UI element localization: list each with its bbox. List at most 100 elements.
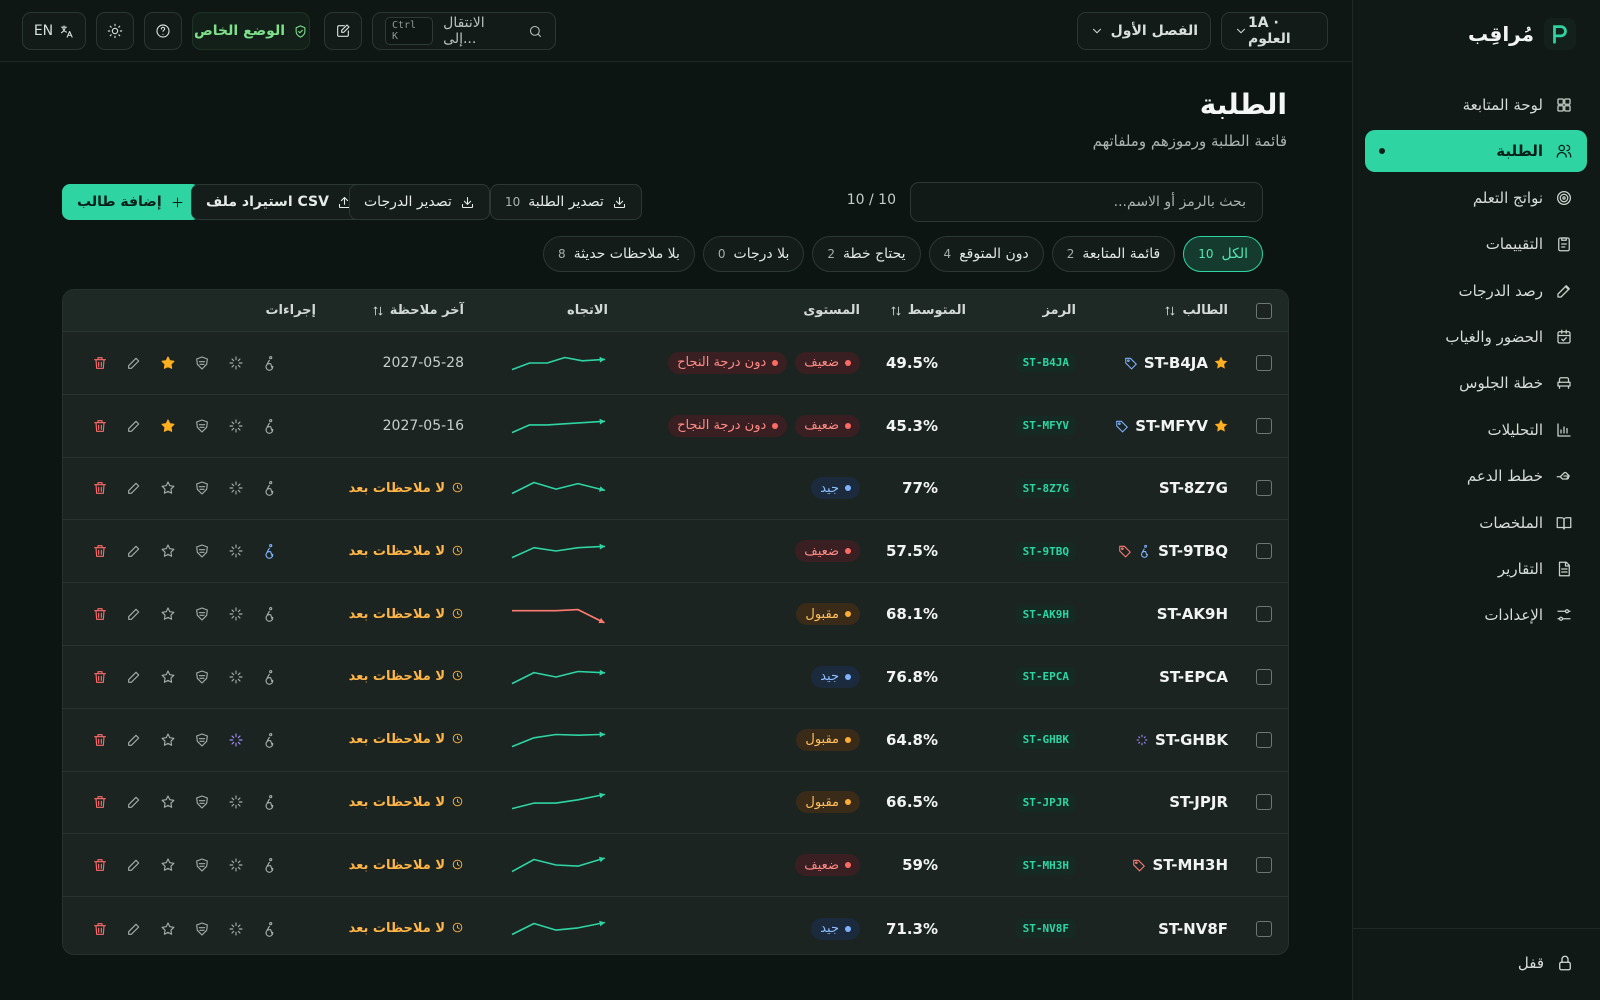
filter-chip-5[interactable]: بلا ملاحظات حديثة 8 — [543, 236, 695, 272]
support-plan-button[interactable] — [185, 597, 219, 631]
student-name[interactable]: ST-MH3H — [1132, 834, 1228, 896]
table-row[interactable]: ST-8Z7G ST-8Z7G 77% جيد لا ملاحظات بعد — [63, 458, 1288, 521]
delete-button[interactable] — [83, 848, 117, 882]
table-row[interactable]: ST-AK9H ST-AK9H 68.1% مقبول لا ملاحظات بعد — [63, 583, 1288, 646]
gifted-toggle[interactable] — [219, 534, 253, 568]
student-name[interactable]: ST-NV8F — [1158, 897, 1228, 954]
delete-button[interactable] — [83, 409, 117, 443]
watchlist-toggle[interactable] — [151, 409, 185, 443]
class-select[interactable]: 1A · العلوم — [1221, 12, 1328, 50]
notes-button[interactable] — [324, 12, 362, 50]
sidebar-item-11[interactable]: الإعدادات — [1365, 594, 1587, 636]
sidebar-item-8[interactable]: خطط الدعم — [1365, 455, 1587, 497]
sidebar-item-3[interactable]: التقييمات — [1365, 223, 1587, 265]
sidebar-item-9[interactable]: الملخصات — [1365, 502, 1587, 544]
support-plan-button[interactable] — [185, 346, 219, 380]
table-row[interactable]: ST-NV8F ST-NV8F 71.3% جيد لا ملاحظات بعد — [63, 897, 1288, 954]
support-plan-button[interactable] — [185, 912, 219, 946]
col-last-note[interactable]: آخر ملاحظة — [372, 290, 464, 331]
accessibility-toggle[interactable] — [253, 534, 287, 568]
watchlist-toggle[interactable] — [151, 912, 185, 946]
table-row[interactable]: ST-GHBK ST-GHBK 64.8% مقبول لا ملاحظات بعد — [63, 709, 1288, 772]
support-plan-button[interactable] — [185, 409, 219, 443]
delete-button[interactable] — [83, 534, 117, 568]
gifted-toggle[interactable] — [219, 785, 253, 819]
filter-chip-2[interactable]: دون المتوقع 4 — [928, 236, 1044, 272]
accessibility-toggle[interactable] — [253, 723, 287, 757]
table-row[interactable]: ST-MFYV ST-MFYV 45.3% ضعيف دون درجة النجاح 20… — [63, 395, 1288, 458]
support-plan-button[interactable] — [185, 660, 219, 694]
student-name[interactable]: ST-8Z7G — [1159, 458, 1228, 520]
gifted-toggle[interactable] — [219, 597, 253, 631]
select-all-checkbox[interactable] — [1256, 302, 1272, 319]
edit-button[interactable] — [117, 346, 151, 380]
accessibility-toggle[interactable] — [253, 346, 287, 380]
import-csv-button[interactable]: استيراد ملف CSV — [191, 184, 367, 220]
sidebar-item-4[interactable]: رصد الدرجات — [1365, 270, 1587, 312]
col-student[interactable]: الطالب — [1164, 290, 1228, 331]
accessibility-toggle[interactable] — [253, 660, 287, 694]
edit-button[interactable] — [117, 785, 151, 819]
sidebar-item-1[interactable]: الطلبة — [1365, 130, 1587, 173]
filter-chip-3[interactable]: يحتاج خطة 2 — [812, 236, 921, 272]
row-checkbox[interactable] — [1256, 857, 1272, 874]
row-checkbox[interactable] — [1256, 920, 1272, 937]
add-student-button[interactable]: إضافة طالب — [62, 184, 200, 220]
row-checkbox[interactable] — [1256, 480, 1272, 497]
watchlist-toggle[interactable] — [151, 471, 185, 505]
accessibility-toggle[interactable] — [253, 409, 287, 443]
table-row[interactable]: ST-EPCA ST-EPCA 76.8% جيد لا ملاحظات بعد — [63, 646, 1288, 709]
student-name[interactable]: ST-AK9H — [1157, 583, 1228, 645]
watchlist-toggle[interactable] — [151, 597, 185, 631]
table-row[interactable]: ST-JPJR ST-JPJR 66.5% مقبول لا ملاحظات بعد — [63, 772, 1288, 835]
delete-button[interactable] — [83, 660, 117, 694]
row-checkbox[interactable] — [1256, 543, 1272, 560]
language-toggle[interactable]: EN — [22, 12, 86, 50]
edit-button[interactable] — [117, 471, 151, 505]
delete-button[interactable] — [83, 471, 117, 505]
lock-button[interactable]: قفل — [1518, 954, 1574, 972]
row-checkbox[interactable] — [1256, 606, 1272, 623]
filter-chip-4[interactable]: بلا درجات 0 — [702, 236, 805, 272]
col-average[interactable]: المتوسط — [890, 290, 966, 331]
row-checkbox[interactable] — [1256, 668, 1272, 685]
watchlist-toggle[interactable] — [151, 346, 185, 380]
theme-toggle-button[interactable] — [96, 12, 134, 50]
student-name[interactable]: ST-GHBK — [1135, 709, 1228, 771]
watchlist-toggle[interactable] — [151, 785, 185, 819]
quick-nav-search[interactable]: الانتقال إلى... Ctrl K — [372, 12, 556, 50]
row-checkbox[interactable] — [1256, 417, 1272, 434]
gifted-toggle[interactable] — [219, 346, 253, 380]
filter-chip-0[interactable]: الكل 10 — [1183, 236, 1263, 272]
table-row[interactable]: ST-MH3H ST-MH3H 59% ضعيف لا ملاحظات بعد — [63, 834, 1288, 898]
accessibility-toggle[interactable] — [253, 597, 287, 631]
export-grades-button[interactable]: تصدير الدرجات — [349, 184, 490, 220]
support-plan-button[interactable] — [185, 534, 219, 568]
support-plan-button[interactable] — [185, 785, 219, 819]
help-button[interactable] — [144, 12, 182, 50]
table-row[interactable]: ST-9TBQ ST-9TBQ 57.5% ضعيف لا ملاحظات بعد — [63, 520, 1288, 584]
watchlist-toggle[interactable] — [151, 723, 185, 757]
support-plan-button[interactable] — [185, 848, 219, 882]
edit-button[interactable] — [117, 723, 151, 757]
row-checkbox[interactable] — [1256, 354, 1272, 371]
sidebar-item-7[interactable]: التحليلات — [1365, 409, 1587, 451]
edit-button[interactable] — [117, 534, 151, 568]
row-checkbox[interactable] — [1256, 794, 1272, 811]
delete-button[interactable] — [83, 785, 117, 819]
student-name[interactable]: ST-MFYV — [1115, 395, 1228, 457]
gifted-toggle[interactable] — [219, 912, 253, 946]
gifted-toggle[interactable] — [219, 471, 253, 505]
export-students-button[interactable]: تصدير الطلبة 10 — [490, 184, 642, 220]
accessibility-toggle[interactable] — [253, 785, 287, 819]
student-search-input[interactable]: بحث بالرمز أو الاسم... — [910, 182, 1263, 222]
sidebar-item-6[interactable]: خطة الجلوس — [1365, 362, 1587, 404]
accessibility-toggle[interactable] — [253, 471, 287, 505]
student-name[interactable]: ST-9TBQ — [1118, 520, 1228, 582]
gifted-toggle[interactable] — [219, 660, 253, 694]
edit-button[interactable] — [117, 409, 151, 443]
student-name[interactable]: ST-JPJR — [1169, 772, 1228, 834]
term-select[interactable]: الفصل الأول — [1077, 12, 1211, 50]
watchlist-toggle[interactable] — [151, 848, 185, 882]
student-name[interactable]: ST-EPCA — [1159, 646, 1228, 708]
